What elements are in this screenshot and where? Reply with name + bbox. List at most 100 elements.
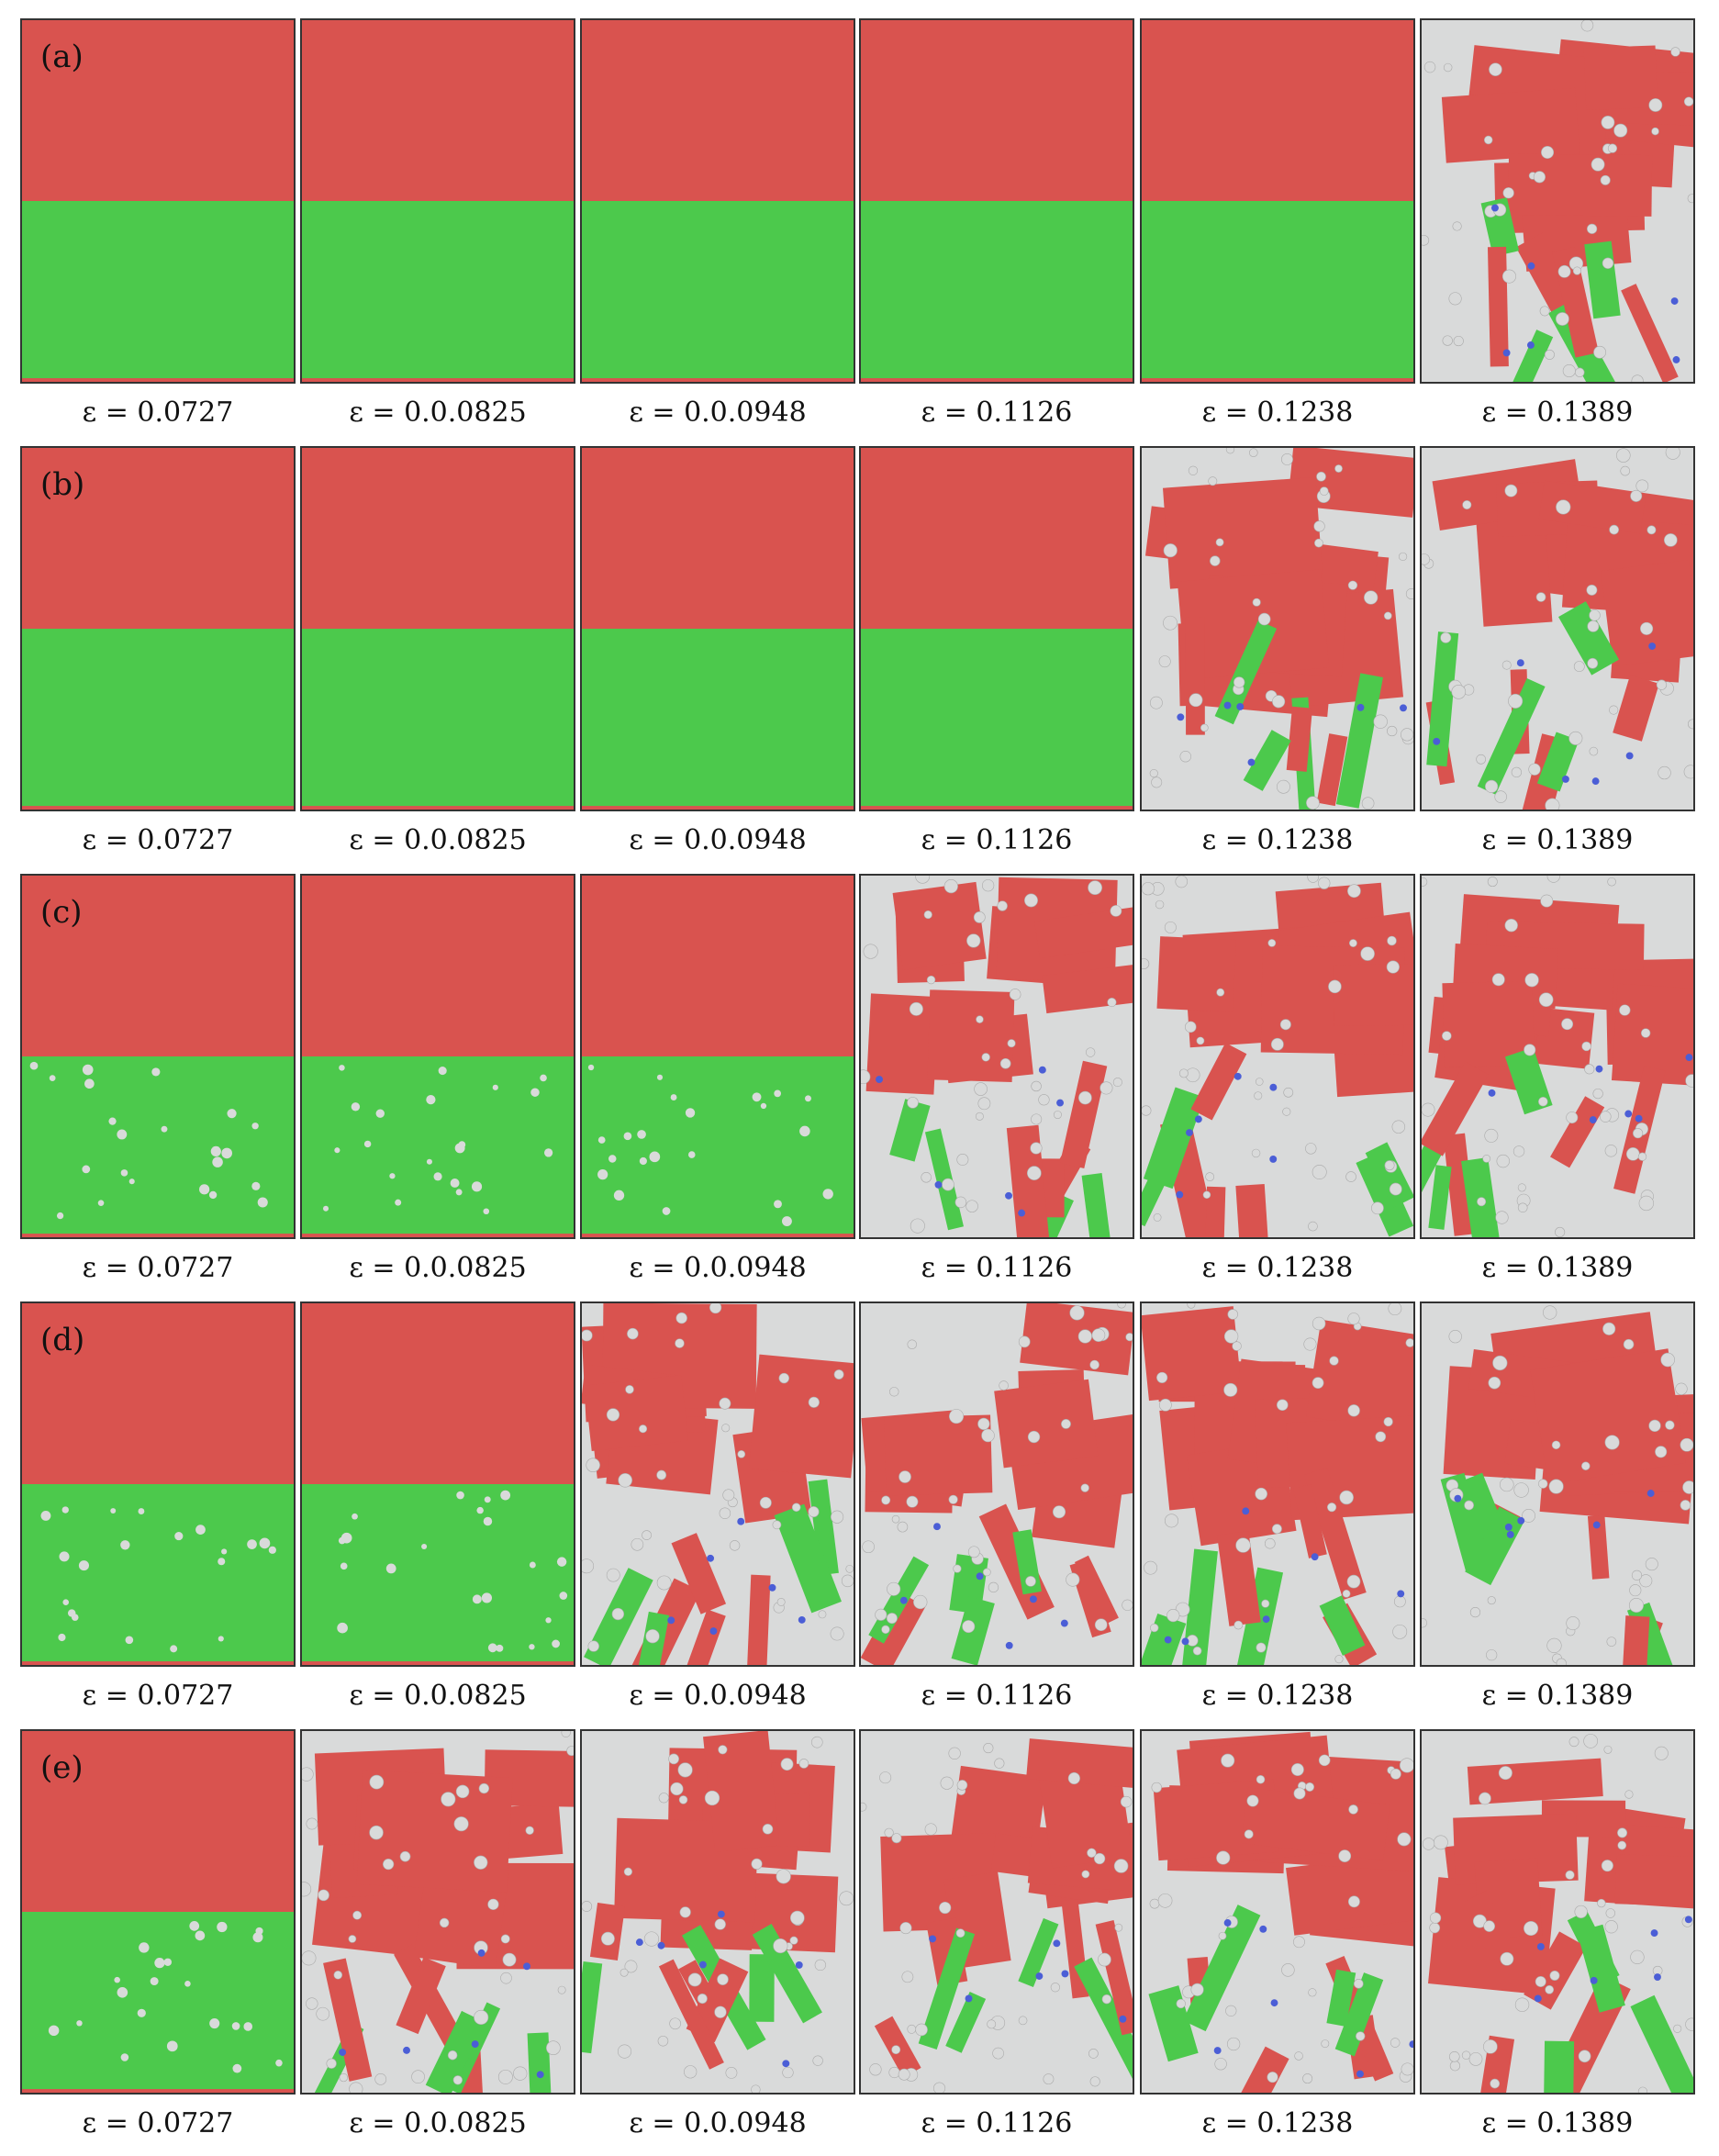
bcc-atom	[1536, 1943, 1545, 1950]
disordered-atom	[923, 910, 932, 920]
simulation-snapshot	[580, 1729, 855, 2095]
disordered-atom	[887, 1581, 901, 1596]
disordered-atom	[808, 1396, 820, 1408]
defect-atom	[687, 1151, 696, 1158]
disordered-atom	[1232, 1341, 1242, 1351]
fcc-grain	[1442, 980, 1535, 1068]
simulation-snapshot	[580, 1301, 855, 1667]
disordered-atom	[1302, 2073, 1313, 2084]
defect-atom	[540, 1074, 547, 1082]
disordered-atom	[1375, 1431, 1387, 1443]
disordered-atom	[1163, 615, 1178, 631]
strain-label: ε = 0.1238	[1201, 1680, 1354, 1712]
disordered-atom	[639, 1424, 648, 1434]
defect-atom	[59, 1551, 70, 1562]
disordered-atom	[656, 1469, 667, 1480]
bcc-atom	[1526, 341, 1535, 349]
disordered-atom	[956, 1780, 968, 1791]
bcc-atom	[1056, 1099, 1064, 1107]
disordered-atom	[942, 1178, 954, 1191]
row-label: (b)	[40, 466, 85, 503]
disordered-atom	[1384, 1160, 1395, 1171]
disordered-atom	[1185, 1021, 1197, 1033]
bcc-atom	[1561, 775, 1569, 783]
disordered-atom	[1031, 1113, 1043, 1125]
disordered-atom	[1472, 1914, 1487, 1928]
disordered-atom	[1575, 367, 1585, 378]
defect-atom	[166, 2040, 178, 2052]
disordered-atom	[502, 1952, 517, 1967]
disordered-atom	[339, 2072, 349, 2083]
disordered-atom	[1246, 1794, 1259, 1807]
disordered-atom	[1225, 448, 1235, 454]
bcc-atom	[782, 2060, 790, 2068]
disordered-atom	[1223, 1382, 1238, 1397]
bcc-atom	[1356, 703, 1365, 711]
disordered-atom	[1078, 1090, 1092, 1105]
defect-atom	[49, 1075, 56, 1082]
fcc-grain	[1583, 45, 1658, 110]
disordered-atom	[447, 2050, 458, 2061]
disordered-atom	[1488, 1376, 1501, 1390]
twin-band	[1550, 1096, 1605, 1168]
disordered-atom	[1637, 2086, 1647, 2093]
twin-band	[1081, 1173, 1114, 1237]
bcc-atom	[1247, 758, 1256, 766]
twin-band	[1558, 601, 1620, 676]
disordered-atom	[808, 1506, 820, 1518]
defect-atom	[82, 1064, 94, 1076]
disordered-atom	[306, 1997, 318, 2010]
disordered-atom	[1216, 1850, 1231, 1865]
twin-band	[1180, 1548, 1218, 1665]
bcc-atom	[1060, 1619, 1068, 1627]
disordered-atom	[1290, 1763, 1304, 1777]
disordered-atom	[1215, 538, 1224, 547]
bcc-atom	[1259, 1925, 1267, 1933]
fcc-grain	[865, 993, 939, 1095]
disordered-atom	[1077, 1329, 1092, 1344]
hcp-region	[22, 201, 294, 382]
disordered-atom	[566, 1746, 574, 1757]
twin-band	[749, 1954, 775, 2022]
bcc-atom	[1270, 1999, 1278, 2007]
bcc-atom	[1242, 1507, 1250, 1515]
disordered-atom	[1581, 1041, 1591, 1052]
bcc-atom	[1635, 1114, 1643, 1123]
disordered-atom	[875, 1608, 887, 1621]
disordered-atom	[1053, 1111, 1062, 1120]
defect-atom	[139, 1942, 150, 1953]
defect-atom	[639, 1156, 647, 1166]
defect-atom	[613, 1190, 625, 1201]
disordered-atom	[1687, 194, 1693, 204]
defect-atom	[559, 1592, 568, 1600]
strain-label: ε = 0.0727	[82, 2107, 234, 2139]
disordered-atom	[1483, 135, 1493, 145]
disordered-atom	[1026, 1166, 1042, 1180]
disordered-atom	[1422, 1838, 1435, 1850]
strain-label: ε = 0.1238	[1201, 824, 1354, 856]
disordered-atom	[1589, 746, 1599, 756]
disordered-atom	[1489, 62, 1502, 76]
disordered-atom	[678, 1795, 688, 1804]
disordered-atom	[1205, 1172, 1215, 1181]
disordered-atom	[1225, 2005, 1237, 2016]
bcc-atom	[965, 1994, 973, 2003]
disordered-atom	[1190, 1983, 1204, 1996]
defect-atom	[433, 1172, 442, 1181]
disordered-atom	[1277, 779, 1290, 794]
disordered-atom	[861, 1802, 867, 1812]
disordered-atom	[1125, 1333, 1133, 1342]
disordered-atom	[1255, 1078, 1264, 1086]
disordered-atom	[954, 1196, 967, 1209]
fcc-grain	[748, 1354, 854, 1479]
disordered-atom	[782, 2066, 794, 2079]
disordered-atom	[948, 1494, 958, 1504]
disordered-atom	[1321, 2039, 1330, 2049]
disordered-atom	[1390, 2038, 1401, 2048]
twin-band	[1577, 1924, 1625, 2013]
figure-row: (e) ε = 0.0727 ε = 0.0.0825 ε = 0.0.0948 ε =…	[20, 1729, 1700, 2156]
defect-atom	[656, 1074, 664, 1080]
disordered-atom	[977, 1417, 990, 1431]
disordered-atom	[1448, 1329, 1462, 1344]
disordered-atom	[1620, 465, 1631, 476]
